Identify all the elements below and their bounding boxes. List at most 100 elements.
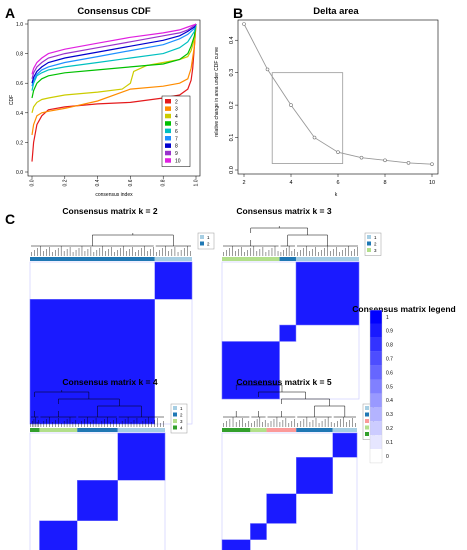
delta-point [383, 158, 387, 163]
cluster-bar-segment [295, 257, 359, 261]
heatmap-legend-label: 2 [180, 412, 183, 417]
consensus-block [77, 480, 118, 521]
cluster-bar-segment [266, 428, 297, 432]
legend-swatch-3 [165, 106, 171, 111]
series-line-9 [31, 23, 197, 79]
heatmap-title: Consensus matrix k = 2 [62, 206, 157, 216]
colorbar-tick-label: 0.5 [386, 384, 393, 390]
delta-area-chart: Delta area k relative change in area und… [214, 6, 439, 198]
consensus-block [332, 432, 358, 458]
colorbar-cell [370, 379, 382, 394]
consensus-heatmap-k4: Consensus matrix k = 4 12 34 [29, 377, 188, 550]
colorbar-tick-label: 0.4 [386, 398, 393, 404]
cluster-bar-segment [30, 428, 40, 432]
delta-point [242, 22, 246, 26]
colorbar-tick-label: 0.2 [386, 426, 393, 432]
cluster-bar-segment [296, 428, 333, 432]
consensus-block [266, 493, 297, 524]
heatmap-legend-label: 4 [180, 425, 183, 430]
consensus-block [221, 341, 280, 400]
series-line-5 [31, 23, 197, 99]
series-line-4 [31, 23, 197, 113]
heatmap-legend-swatch [173, 412, 177, 417]
heatmap-legend-label: 2 [374, 241, 377, 246]
cluster-bar-segment [39, 428, 78, 432]
legend-swatch-4 [165, 113, 171, 119]
colorbar-tick-label: 0.6 [386, 370, 393, 376]
y-tick-label: 0.4 [229, 36, 235, 44]
y-tick-label: 0.2 [16, 140, 23, 146]
x-tick-label: 0.4 [95, 179, 101, 186]
delta-point [265, 67, 270, 72]
delta-point [406, 161, 411, 165]
consensus-block [39, 520, 78, 550]
legend-label: 8 [175, 144, 178, 150]
y-tick-label: 1.0 [16, 22, 23, 28]
cluster-bar-segment [222, 257, 280, 261]
heatmap-legend-swatch [173, 419, 177, 423]
cluster-bar-segment [279, 257, 296, 261]
legend-label: 4 [175, 114, 178, 120]
colorbar-cell [370, 435, 382, 450]
x-tick-label: 6 [336, 180, 339, 186]
delta-point [430, 162, 434, 166]
colorbar-tick-label: 0.8 [386, 343, 393, 349]
y-tick-label: 0.3 [229, 69, 235, 77]
heatmap-legend-swatch [365, 406, 369, 410]
cluster-bar-segment [332, 428, 357, 432]
x-tick-label: 0.8 [161, 179, 167, 186]
series-line-10 [31, 23, 197, 75]
delta-y-label: relative change in area under CDF curve [214, 47, 220, 137]
heatmap-title: Consensus matrix k = 4 [62, 377, 157, 387]
heatmap-legend-swatch [367, 248, 371, 252]
legend-label: 7 [175, 136, 178, 142]
plot-frame [27, 19, 201, 177]
legend-swatch-2 [165, 99, 171, 104]
heatmap-legend-swatch [365, 412, 369, 417]
colorbar-cell [370, 449, 382, 463]
x-tick-label: 2 [242, 180, 245, 186]
colorbar-cell [370, 421, 382, 436]
y-tick-label: 0.8 [16, 52, 23, 58]
series-line-7 [31, 23, 197, 87]
x-tick-label: 10 [429, 180, 435, 186]
cluster-bar-segment [117, 428, 165, 432]
y-tick-label: 0.6 [16, 81, 23, 87]
delta-title: Delta area [313, 6, 359, 17]
legend-swatch-9 [165, 150, 171, 156]
consensus-heatmap-k5: Consensus matrix k = 512345 [221, 377, 380, 550]
heatmap-title: Consensus matrix k = 3 [236, 206, 331, 216]
heatmap-legend-label: 1 [180, 406, 183, 411]
panel-letter-b: B [233, 5, 243, 21]
delta-point [359, 155, 364, 160]
panel-letter-a: A [5, 5, 15, 21]
series-line-2 [31, 23, 197, 162]
heatmap-legend-swatch [367, 241, 371, 246]
cdf-y-label: CDF [9, 95, 15, 105]
y-tick-label: 0.1 [229, 134, 235, 142]
colorbar-title: Consensus matrix legend [352, 304, 455, 314]
colorbar-cell [370, 407, 382, 422]
colorbar-tick-label: 0.1 [386, 440, 393, 446]
legend-swatch-6 [165, 128, 171, 134]
series-line-8 [31, 23, 197, 84]
legend-swatch-8 [165, 143, 171, 148]
heatmap-legend-swatch [365, 425, 369, 430]
colorbar-frame [369, 309, 383, 464]
heatmap-legend-swatch [173, 425, 177, 430]
heatmap-legend-swatch [173, 406, 177, 410]
cdf-x-label: consensus index [95, 192, 133, 198]
colorbar-cell [370, 323, 382, 338]
consensus-block [296, 457, 333, 494]
colorbar-tick-label: 1 [386, 315, 389, 321]
x-tick-label: 1.0 [194, 179, 200, 186]
cluster-bar-segment [154, 257, 192, 261]
consensus-colorbar: Consensus matrix legend 1 0.9 0.8 0.7 0.6 0.5… [352, 304, 456, 464]
heatmap-legend-swatch [365, 432, 369, 436]
heatmap-title: Consensus matrix k = 5 [236, 377, 331, 387]
colorbar-cell [370, 310, 382, 324]
consensus-block [117, 432, 166, 481]
y-tick-label: 0.0 [16, 170, 23, 176]
heatmap-legend-swatch [200, 241, 204, 246]
cluster-bar-segment [30, 257, 155, 261]
